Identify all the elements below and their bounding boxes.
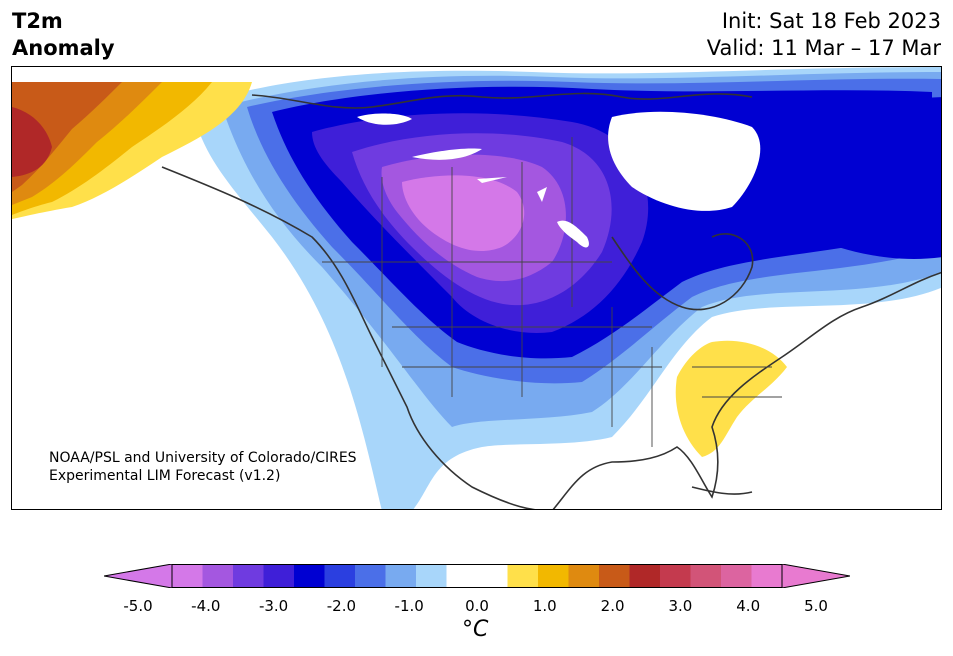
colorbar-tick-label: 3.0 [668,597,693,615]
colorbar-tick-label: -4.0 [191,597,221,615]
colorbar-cells [172,564,783,588]
coastlines [161,92,941,509]
title-field: Anomaly [12,36,115,60]
init-date: Init: Sat 18 Feb 2023 [721,9,941,33]
anomaly-map [11,66,942,510]
colorbar-cell [751,564,783,588]
forecast-dates: Init: Sat 18 Feb 2023 Valid: 11 Mar – 17… [707,8,941,62]
anomaly-shading [12,67,941,509]
colorbar-cell [385,564,417,588]
colorbar-cell [507,564,539,588]
valid-dates: Valid: 11 Mar – 17 Mar [706,36,941,60]
map-canvas [12,67,941,509]
masked-areas [357,113,589,248]
colorbar-cell [599,564,630,588]
colorbar-tick-label: 0.0 [465,597,489,615]
colorbar-cell [721,564,752,588]
credit-line-2: Experimental LIM Forecast (v1.2) [49,468,281,484]
colorbar-ticks: -5.0 -4.0 -3.0 -2.0 -1.0 0.0 1.0 2.0 3.0 4.0 5.0 [0,597,953,617]
colorbar-cell [477,564,508,588]
political-borders [322,137,782,447]
colorbar [104,564,850,588]
map-title: T2m Anomaly [12,8,115,62]
colorbar-cell [446,564,478,588]
colorbar-tick-label: -1.0 [394,597,424,615]
colorbar-cell [355,564,386,588]
colorbar-under-triangle [104,564,173,588]
colorbar-tick-label: 2.0 [600,597,625,615]
colorbar-cell [568,564,600,588]
colorbar-cell [294,564,325,588]
colorbar-cell [690,564,722,588]
colorbar-unit: °C [462,617,489,642]
colorbar-tick-label: -3.0 [258,597,289,615]
colorbar-tick-label: -2.0 [326,597,357,615]
colorbar-tick-label: 5.0 [804,597,828,615]
colorbar-cell [263,564,295,588]
colorbar-cell [660,564,691,588]
colorbar-cell [202,564,234,588]
credit-line-1: NOAA/PSL and University of Colorado/CIRE… [49,450,357,466]
colorbar-cell [538,564,569,588]
colorbar-cell [172,564,203,588]
colorbar-cell [629,564,661,588]
colorbar-outline [171,564,783,588]
data-credit: NOAA/PSL and University of Colorado/CIRE… [49,449,357,485]
colorbar-cell [233,564,264,588]
colorbar-over-triangle [781,564,850,588]
colorbar-tick-label: 1.0 [532,597,557,615]
colorbar-cell [416,564,447,588]
title-variable: T2m [12,9,63,33]
colorbar-tick-label: -5.0 [123,597,153,615]
colorbar-cell [324,564,356,588]
colorbar-tick-label: 4.0 [736,597,761,615]
